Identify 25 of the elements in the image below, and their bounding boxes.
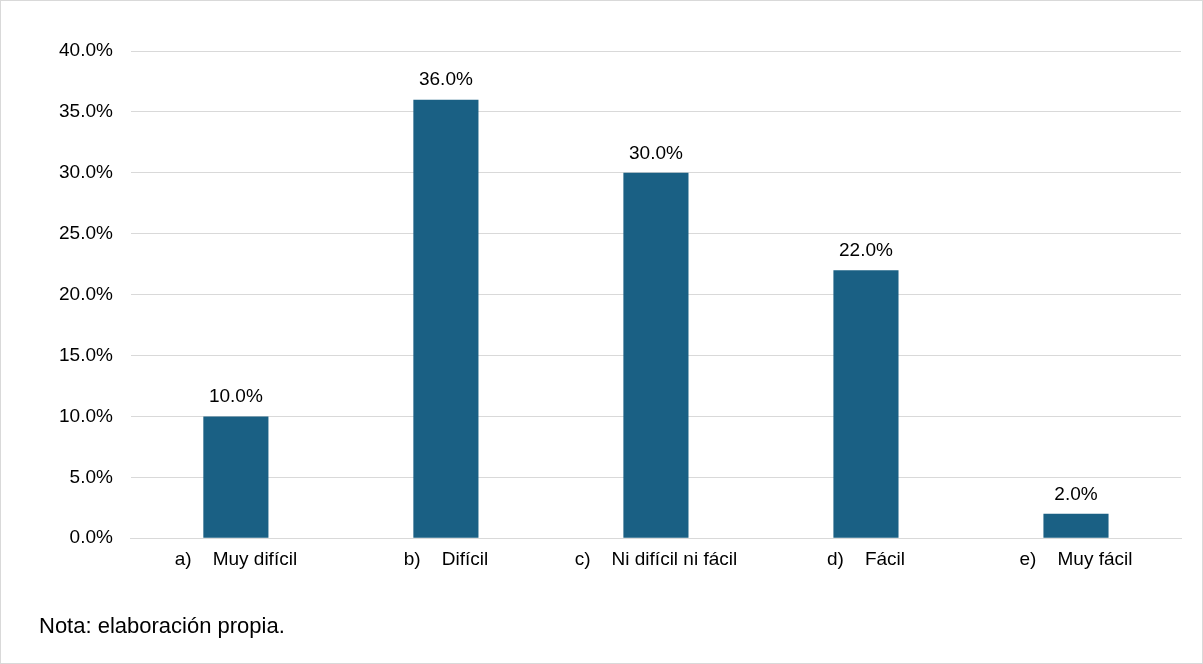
text: Nota: elaboración propia. [39, 613, 285, 639]
data-label: 36.0% [418, 68, 473, 90]
y-tick-label: 20.0% [59, 282, 113, 304]
y-tick-label: 5.0% [69, 465, 113, 487]
x-tick-label: e) Muy fácil [1019, 547, 1133, 569]
x-tick-label: d) Fácil [826, 547, 906, 569]
x-tick-label: a) Muy difícil [174, 547, 298, 569]
bar [833, 270, 899, 538]
x-tick-label: b) Difícil [403, 547, 489, 569]
bar [413, 99, 479, 538]
y-tick-label: 15.0% [59, 343, 113, 365]
y-tick-label: 0.0% [69, 526, 113, 548]
x-tick-label: c) Ni difícil ni fácil [574, 547, 738, 569]
y-tick-label: 40.0% [59, 39, 113, 61]
y-tick-label: 25.0% [59, 221, 113, 243]
bar [1043, 513, 1109, 538]
data-label: 2.0% [1054, 482, 1098, 504]
data-label: 10.0% [208, 385, 263, 407]
bar [203, 416, 269, 538]
y-tick-label: 30.0% [59, 161, 113, 183]
data-label: 30.0% [629, 141, 683, 163]
y-tick-label: 35.0% [59, 100, 113, 122]
y-tick-label: 10.0% [59, 404, 113, 426]
data-label: 22.0% [839, 238, 893, 260]
bar [623, 172, 689, 538]
